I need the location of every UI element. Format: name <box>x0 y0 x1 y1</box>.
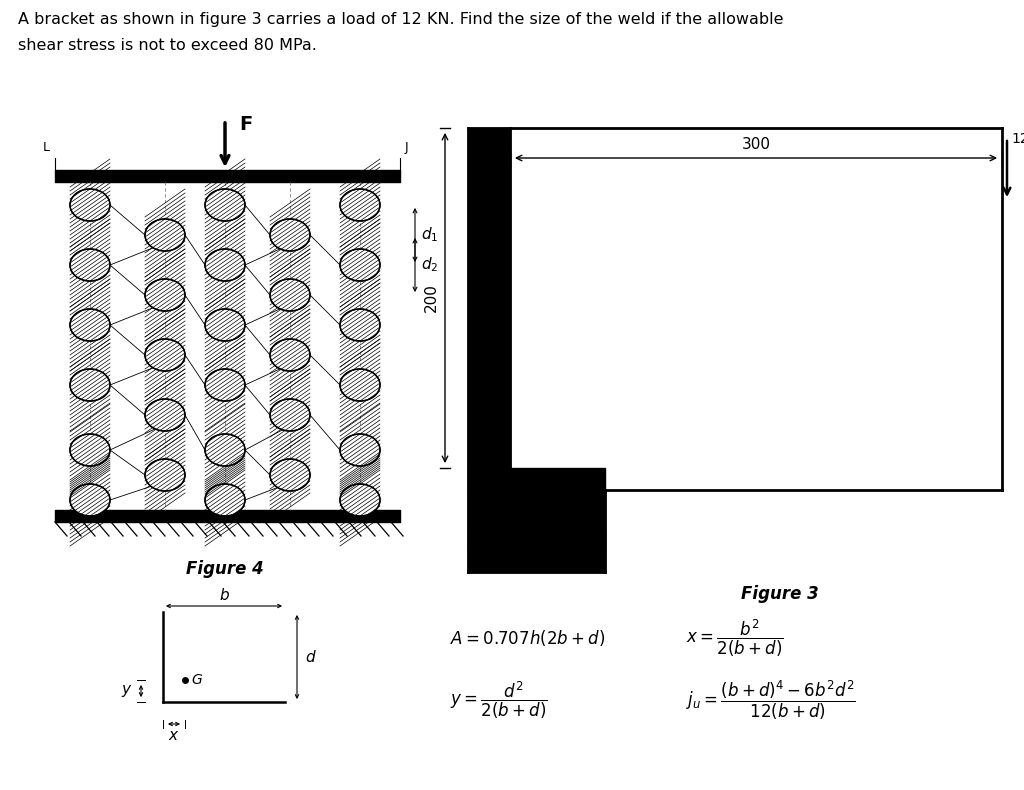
Ellipse shape <box>145 339 185 371</box>
Text: Figure 3: Figure 3 <box>741 585 819 603</box>
Text: $G$: $G$ <box>191 673 203 687</box>
Ellipse shape <box>270 279 310 311</box>
Ellipse shape <box>70 309 110 341</box>
Ellipse shape <box>340 434 380 466</box>
Text: 300: 300 <box>741 137 770 152</box>
Ellipse shape <box>270 219 310 251</box>
Text: Figure 4: Figure 4 <box>186 560 264 578</box>
Text: $y$: $y$ <box>122 683 133 699</box>
Ellipse shape <box>340 189 380 221</box>
Text: $x = \dfrac{b^2}{2(b + d)}$: $x = \dfrac{b^2}{2(b + d)}$ <box>686 617 783 659</box>
Ellipse shape <box>205 369 245 401</box>
Ellipse shape <box>340 249 380 281</box>
Ellipse shape <box>145 399 185 431</box>
Ellipse shape <box>70 249 110 281</box>
Text: shear stress is not to exceed 80 MPa.: shear stress is not to exceed 80 MPa. <box>18 38 316 53</box>
Ellipse shape <box>70 369 110 401</box>
Ellipse shape <box>205 249 245 281</box>
Ellipse shape <box>205 484 245 516</box>
Text: $x$: $x$ <box>168 728 180 743</box>
Text: 200: 200 <box>424 284 439 312</box>
Ellipse shape <box>205 189 245 221</box>
Text: $y = \dfrac{d^2}{2(b + d)}$: $y = \dfrac{d^2}{2(b + d)}$ <box>450 679 548 720</box>
Text: A bracket as shown in figure 3 carries a load of 12 KN. Find the size of the wel: A bracket as shown in figure 3 carries a… <box>18 12 783 27</box>
Text: J: J <box>406 141 409 154</box>
Ellipse shape <box>205 309 245 341</box>
Text: F: F <box>239 115 252 134</box>
Ellipse shape <box>145 219 185 251</box>
Ellipse shape <box>270 339 310 371</box>
Text: $d_1$: $d_1$ <box>421 226 438 244</box>
Ellipse shape <box>145 279 185 311</box>
Text: 100: 100 <box>520 518 552 533</box>
Text: $b$: $b$ <box>218 587 229 603</box>
Ellipse shape <box>145 459 185 491</box>
Ellipse shape <box>70 189 110 221</box>
Text: $j_u = \dfrac{(b + d)^4 - 6b^2d^2}{12(b + d)}$: $j_u = \dfrac{(b + d)^4 - 6b^2d^2}{12(b … <box>686 679 856 721</box>
Ellipse shape <box>70 434 110 466</box>
Ellipse shape <box>340 484 380 516</box>
Text: 12KN: 12KN <box>1011 132 1024 146</box>
Ellipse shape <box>70 484 110 516</box>
Ellipse shape <box>340 309 380 341</box>
Text: $d$: $d$ <box>305 649 316 665</box>
Ellipse shape <box>205 434 245 466</box>
Text: L: L <box>43 141 50 154</box>
Ellipse shape <box>340 369 380 401</box>
Text: $A = 0.707h(2b + d)$: $A = 0.707h(2b + d)$ <box>450 628 605 648</box>
Ellipse shape <box>270 399 310 431</box>
Ellipse shape <box>270 459 310 491</box>
Text: $d_2$: $d_2$ <box>421 256 438 274</box>
